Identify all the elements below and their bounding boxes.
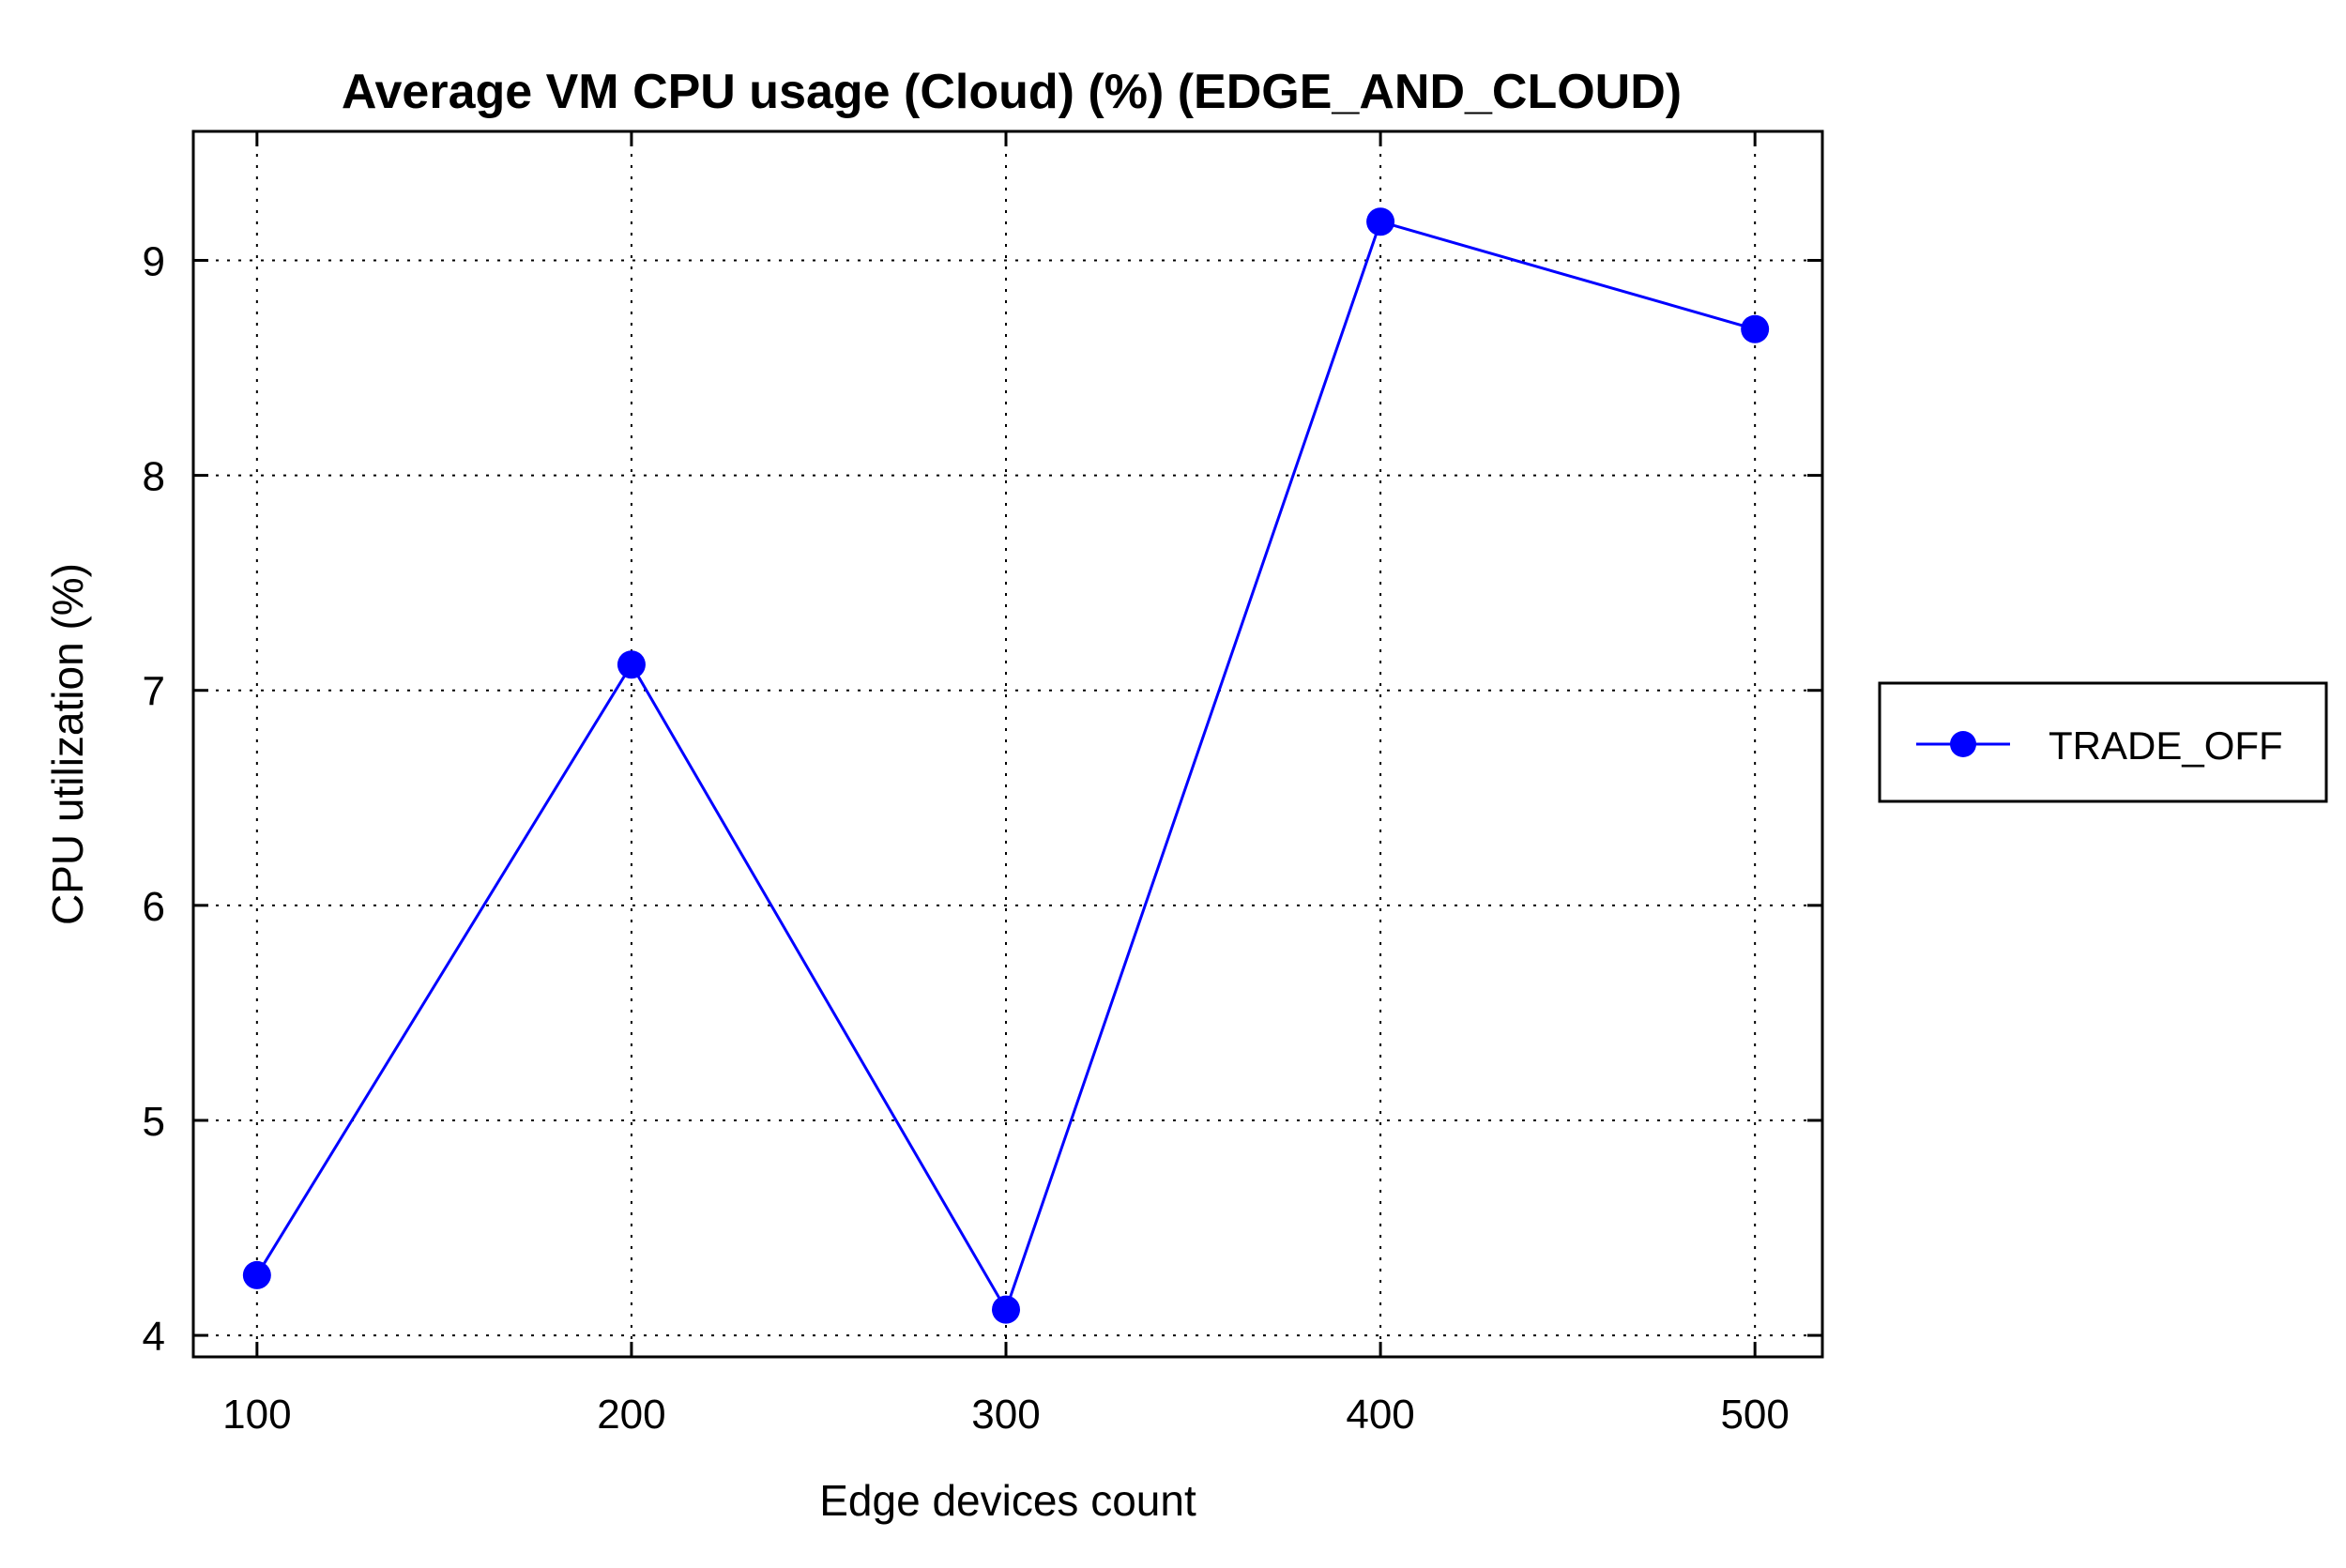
- chart-title: Average VM CPU usage (Cloud) (%) (EDGE_A…: [342, 65, 1682, 119]
- series-layer: [242, 207, 1770, 1324]
- y-tick-label-6: 6: [143, 884, 165, 930]
- x-tick-label-500: 500: [1720, 1392, 1789, 1438]
- legend-marker-swatch: [1950, 731, 1976, 757]
- y-axis: 4 5 6 7 8 9: [143, 238, 1822, 1360]
- data-point-100: [242, 1260, 271, 1289]
- legend-label-trade-off: TRADE_OFF: [2049, 723, 2283, 768]
- data-point-500: [1741, 314, 1770, 343]
- x-axis: 100 200 300 400 500: [222, 131, 1790, 1438]
- x-tick-label-200: 200: [597, 1392, 665, 1438]
- x-tick-label-300: 300: [971, 1392, 1040, 1438]
- data-point-200: [617, 650, 646, 679]
- y-tick-label-4: 4: [143, 1314, 165, 1360]
- data-point-400: [1366, 207, 1395, 236]
- y-tick-label-9: 9: [143, 238, 165, 284]
- data-point-300: [992, 1295, 1021, 1324]
- plot-area-frame: [191, 129, 1824, 1359]
- x-tick-label-400: 400: [1346, 1392, 1414, 1438]
- x-tick-label-100: 100: [222, 1392, 291, 1438]
- grid-lines: [193, 131, 1822, 1357]
- y-tick-label-8: 8: [143, 454, 165, 500]
- y-tick-label-5: 5: [143, 1099, 165, 1145]
- y-axis-label: CPU utilization (%): [43, 563, 92, 925]
- y-tick-label-7: 7: [143, 669, 165, 715]
- x-axis-label: Edge devices count: [819, 1476, 1196, 1525]
- legend: TRADE_OFF: [1878, 681, 2328, 803]
